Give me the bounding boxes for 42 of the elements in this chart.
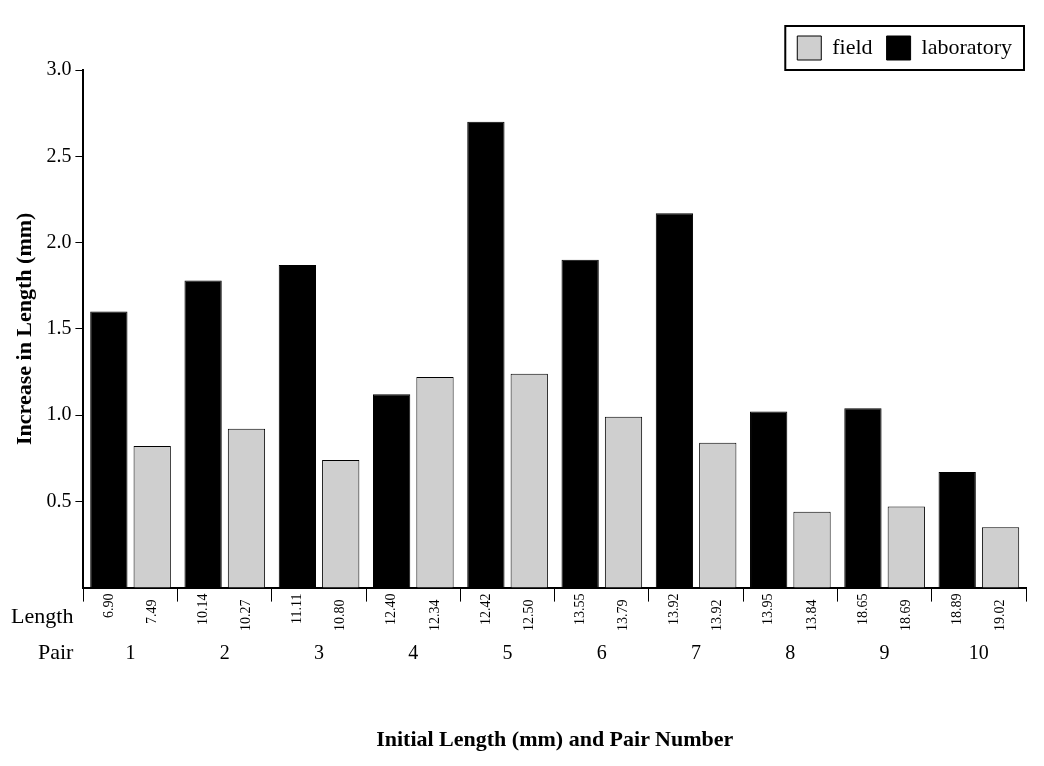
legend-label: laboratory	[921, 33, 1012, 59]
y-tick-label: 2.5	[46, 143, 72, 166]
text: 13.79	[615, 599, 631, 632]
x-tick-label: 2	[219, 640, 230, 663]
text: 12.40	[383, 593, 399, 626]
text: 12.42	[477, 593, 493, 626]
text: 12.34	[426, 599, 442, 632]
text: 18.65	[854, 593, 870, 626]
text: 18.69	[897, 599, 913, 632]
legend-label: field	[832, 33, 873, 59]
text: 19.02	[992, 599, 1008, 632]
x-axis-title: Initial Length (mm) and Pair Number	[376, 726, 734, 752]
text: Length	[11, 603, 74, 629]
y-tick-label: 1.0	[46, 402, 72, 425]
text: 10.27	[238, 599, 254, 632]
text: 13.92	[709, 599, 725, 632]
text: 10.14	[194, 593, 210, 626]
x-tick-label: 7	[691, 640, 702, 663]
text: 13.95	[760, 593, 776, 626]
x-tick-label: 1	[125, 640, 136, 663]
text: 10.80	[332, 599, 348, 632]
y-tick-label: 1.5	[46, 316, 72, 339]
text: 6.90	[100, 593, 116, 619]
text: 13.84	[803, 599, 819, 632]
x-tick-label: 3	[314, 640, 325, 663]
y-tick-label: 2.0	[46, 229, 72, 252]
text: 13.92	[666, 593, 682, 626]
x-tick-label: 10	[968, 640, 989, 663]
x-tick-label: 8	[785, 640, 796, 663]
text: 13.55	[571, 593, 587, 626]
text: 12.50	[520, 599, 536, 632]
x-tick-label: 5	[502, 640, 513, 663]
x-tick-label: 4	[408, 640, 419, 663]
text: 7.49	[143, 599, 159, 625]
y-tick-label: 3.0	[46, 57, 72, 80]
text: 11.11	[289, 593, 305, 625]
text: 18.89	[948, 593, 964, 626]
x-tick-label: 9	[879, 640, 890, 663]
text: Pair	[37, 639, 75, 665]
x-tick-label: 6	[596, 640, 607, 663]
y-tick-label: 0.5	[46, 488, 72, 511]
y-axis-title: Increase in Length (mm)	[10, 212, 36, 446]
